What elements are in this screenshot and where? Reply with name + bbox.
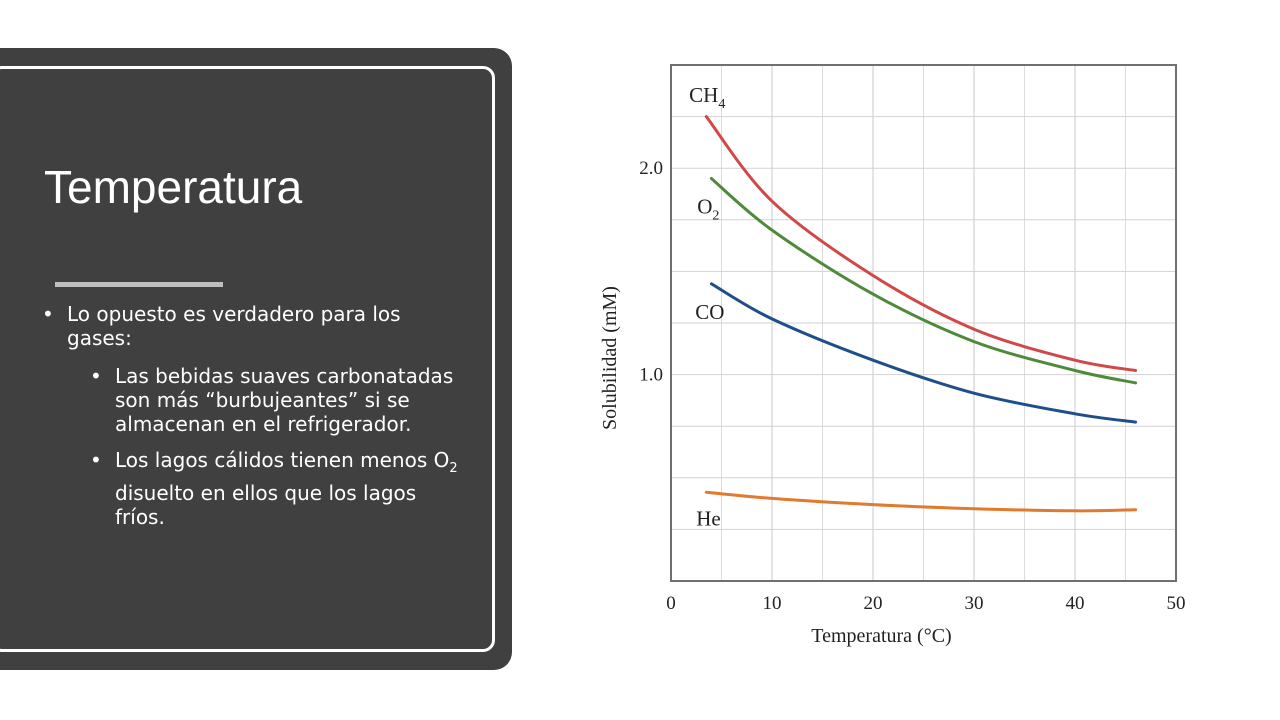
sub-bullet-lakes-text-2: disuelto en ellos que los lagos fríos. bbox=[115, 481, 417, 529]
sub-bullet-lakes: Los lagos cálidos tienen menos O2 disuel… bbox=[90, 448, 462, 529]
x-axis-label: Temperatura (°C) bbox=[811, 625, 951, 647]
title-panel bbox=[0, 48, 512, 670]
series-label-ch: CH4 bbox=[689, 83, 725, 112]
sub-bullet-soda: Las bebidas suaves carbonatadas son más … bbox=[90, 364, 462, 436]
title-underline bbox=[55, 282, 223, 287]
sub-bullet-soda-text: Las bebidas suaves carbonatadas son más … bbox=[115, 364, 454, 436]
series-line-co bbox=[709, 282, 1138, 424]
bullet-gases-text: Lo opuesto es verdadero para los gases: bbox=[67, 302, 401, 350]
series-label-subscript: 2 bbox=[712, 209, 719, 224]
bullet-list: Lo opuesto es verdadero para los gases: … bbox=[42, 302, 462, 541]
series-label-he: He bbox=[696, 506, 721, 530]
series-label-co: CO bbox=[695, 300, 724, 324]
y-tick-label: 2.0 bbox=[639, 158, 663, 179]
series-line-o bbox=[709, 177, 1138, 385]
y-axis-label: Solubilidad (mM) bbox=[599, 286, 621, 430]
sub-bullet-lakes-subscript: 2 bbox=[449, 461, 458, 476]
y-tick-label: 1.0 bbox=[639, 365, 663, 386]
x-tick-label: 50 bbox=[1167, 593, 1186, 614]
x-tick-label: 40 bbox=[1066, 593, 1085, 614]
sub-bullet-lakes-text-1: Los lagos cálidos tienen menos O bbox=[115, 448, 450, 472]
slide-title: Temperatura bbox=[44, 161, 303, 213]
series-label-subscript: 4 bbox=[718, 97, 725, 112]
plot-frame bbox=[670, 64, 1177, 582]
series-label-o: O2 bbox=[697, 195, 719, 224]
panel-frame bbox=[0, 66, 495, 652]
x-tick-label: 20 bbox=[864, 593, 883, 614]
x-tick-label: 10 bbox=[763, 593, 782, 614]
bullet-gases: Lo opuesto es verdadero para los gases: bbox=[42, 302, 462, 350]
x-tick-label: 0 bbox=[666, 593, 676, 614]
series-line-he bbox=[704, 490, 1138, 513]
x-tick-label: 30 bbox=[965, 593, 984, 614]
sub-bullet-list: Las bebidas suaves carbonatadas son más … bbox=[90, 364, 462, 529]
solubility-chart: 0 10 20 30 40 50 1.0 2.0 Temperatura (°C) Solubil… bbox=[599, 64, 1186, 647]
series-line-ch bbox=[704, 115, 1138, 372]
